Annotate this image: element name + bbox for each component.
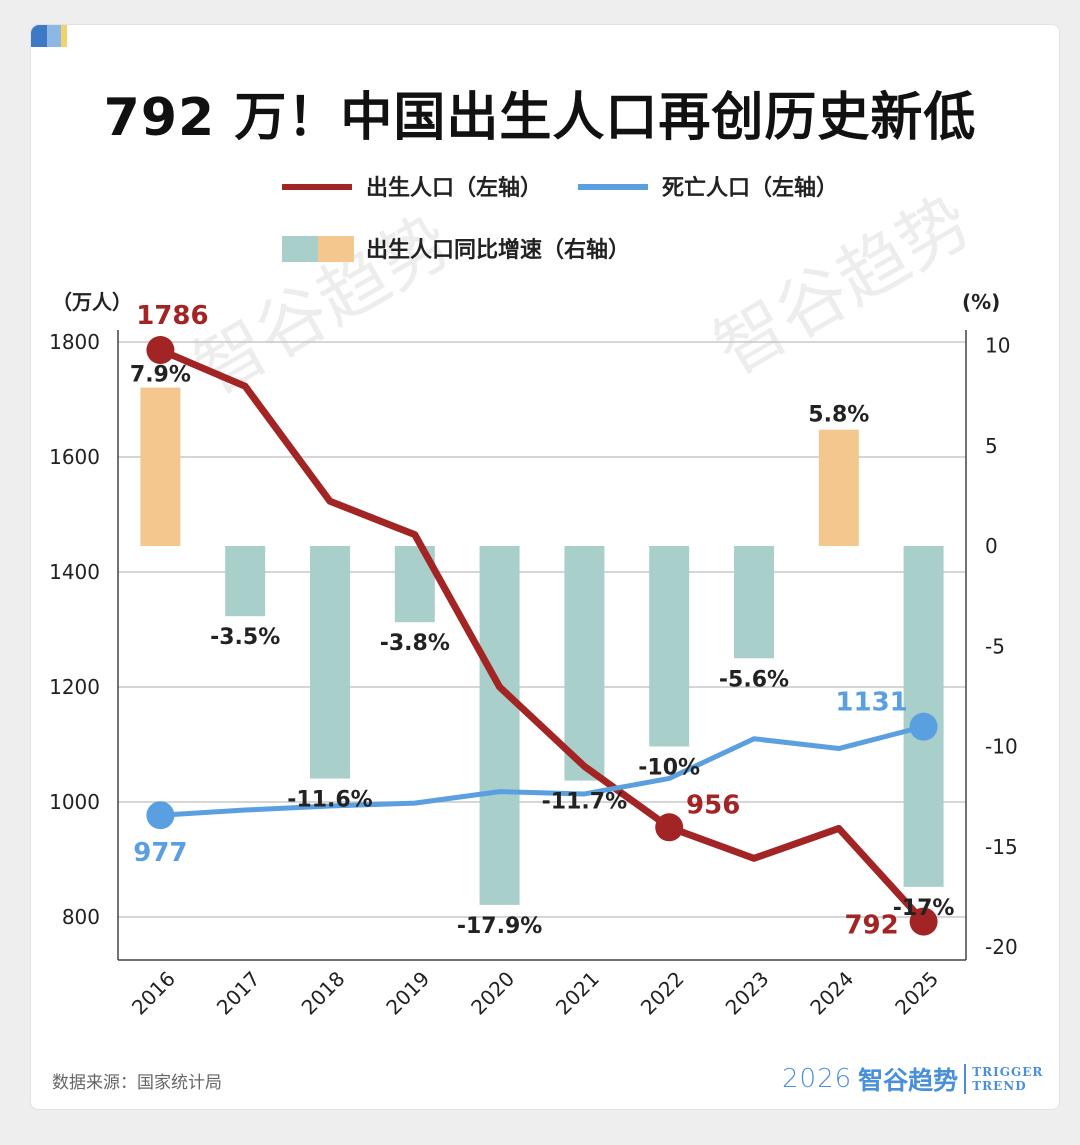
deaths-value-label: 1131 [835, 688, 907, 718]
births-value-label: 956 [686, 790, 740, 820]
x-tick-label: 2021 [551, 967, 604, 1020]
left-tick-label: 1600 [49, 445, 100, 469]
right-tick-label: -5 [985, 634, 1005, 658]
growth-bar-label: -11.6% [287, 788, 372, 813]
right-tick-label: 5 [985, 434, 998, 458]
x-tick-label: 2019 [381, 967, 434, 1020]
right-tick-label: 10 [985, 334, 1010, 358]
growth-bar [225, 546, 266, 617]
x-tick-label: 2018 [297, 967, 350, 1020]
growth-legend-label: 出生人口同比增速（右轴） [366, 237, 630, 263]
growth-legend-swatch-positive [318, 236, 354, 262]
left-tick-label: 1200 [49, 675, 100, 699]
deaths-line [157, 724, 927, 818]
left-tick-label: 800 [62, 905, 100, 929]
births-value-label: 1786 [136, 301, 208, 331]
right-axis-unit: (%) [962, 290, 1000, 314]
brand-english: TRIGGER TREND [972, 1065, 1044, 1093]
x-tick-label: 2024 [805, 967, 858, 1020]
growth-bar-label: 5.8% [808, 403, 869, 428]
x-tick-label: 2022 [636, 967, 689, 1020]
growth-bar [564, 546, 605, 781]
growth-bar-label: -3.5% [210, 625, 280, 650]
deaths-marker [909, 712, 938, 741]
deaths-marker [146, 801, 175, 830]
growth-bar [140, 387, 181, 546]
growth-bar-label: -3.8% [380, 631, 450, 656]
growth-bar [649, 546, 690, 747]
growth-bar [479, 546, 520, 905]
brand-name: 智谷趋势 [858, 1066, 959, 1095]
growth-legend-swatch-negative [282, 236, 318, 262]
left-tick-label: 1000 [49, 790, 100, 814]
x-tick-label: 2020 [466, 967, 519, 1020]
source-note: 数据来源：国家统计局 [52, 1073, 222, 1093]
right-tick-label: -15 [985, 835, 1018, 859]
deaths-value-label: 977 [133, 838, 187, 868]
births-marker [909, 907, 938, 936]
left-axis-unit: （万人） [52, 290, 132, 314]
left-tick-label: 1800 [49, 330, 100, 354]
deaths-legend-label: 死亡人口（左轴） [662, 175, 838, 201]
x-tick-label: 2025 [890, 967, 943, 1020]
x-tick-label: 2016 [127, 967, 180, 1020]
births-marker [655, 813, 684, 842]
growth-bar [818, 429, 859, 546]
growth-bar-label: 7.9% [130, 363, 191, 388]
chart-title: 792 万！中国出生人口再创历史新低 [103, 88, 977, 148]
births-marker [146, 336, 175, 365]
growth-bar-label: -10% [638, 756, 700, 781]
chart-card [30, 24, 1060, 1110]
growth-bar-label: -11.7% [542, 790, 627, 815]
growth-bar-label: -17.9% [457, 914, 542, 939]
growth-bar [310, 546, 350, 779]
corner-logo-mark [31, 25, 67, 47]
growth-bar-label: -5.6% [719, 667, 789, 692]
growth-bar-label: -17% [893, 896, 955, 921]
x-tick-label: 2017 [212, 967, 265, 1020]
right-tick-label: 0 [985, 534, 998, 558]
right-tick-label: -20 [985, 935, 1018, 959]
right-tick-label: -10 [985, 735, 1018, 759]
left-tick-label: 1400 [49, 560, 100, 584]
brand-logo: 2026 智谷趋势 TRIGGER TREND [782, 1062, 1043, 1096]
brand-year: 2026 [782, 1064, 853, 1094]
births-line [156, 346, 928, 926]
growth-bar [734, 546, 774, 659]
births-value-label: 792 [844, 911, 898, 941]
brand-divider [964, 1064, 967, 1094]
births-legend-label: 出生人口（左轴） [366, 175, 542, 201]
x-tick-label: 2023 [721, 967, 774, 1020]
